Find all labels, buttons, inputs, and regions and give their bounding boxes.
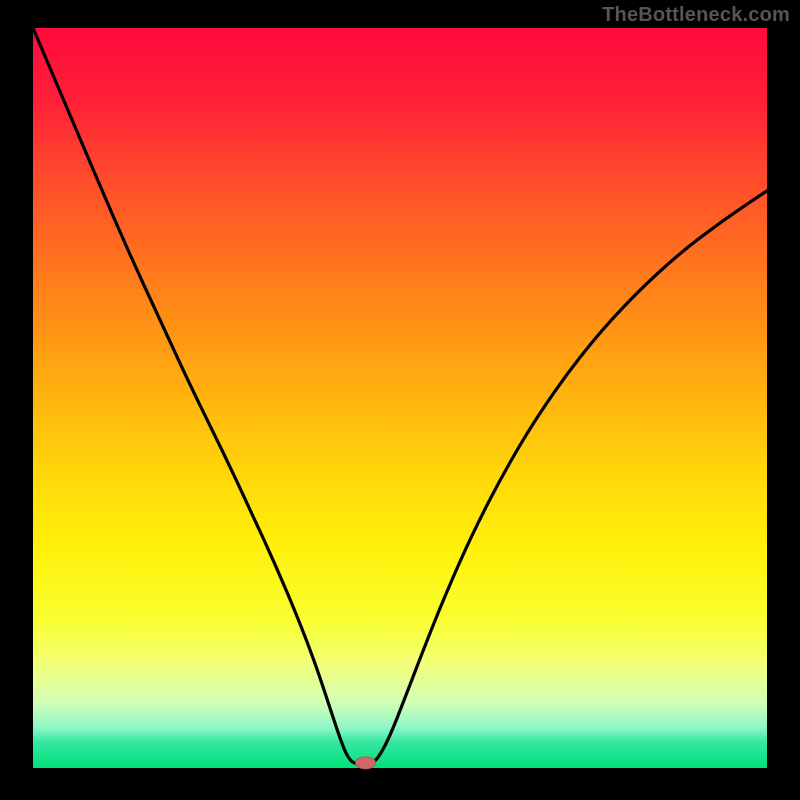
chart-background-gradient bbox=[33, 28, 767, 768]
watermark-text: TheBottleneck.com bbox=[602, 4, 790, 27]
optimal-point-marker bbox=[356, 757, 376, 769]
bottleneck-chart bbox=[0, 0, 800, 800]
